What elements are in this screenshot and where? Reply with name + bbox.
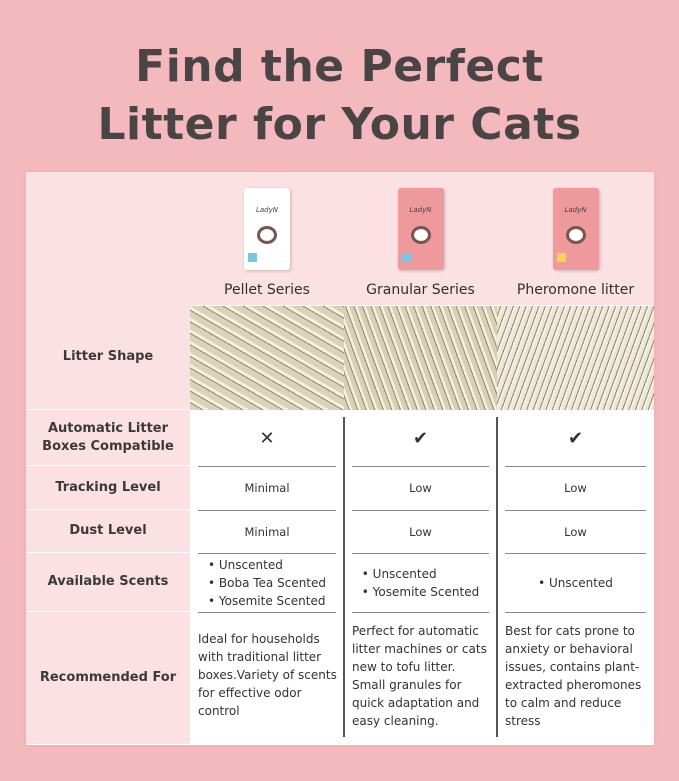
litter-shape-image (497, 306, 654, 410)
label-tag (556, 253, 566, 262)
cat-logo-icon (410, 226, 431, 244)
scents-list: UnscentedBoba Tea ScentedYosemite Scente… (190, 553, 344, 612)
label-tag (248, 253, 257, 262)
row-divider (505, 553, 646, 554)
checkmark-icon: ✔ (567, 427, 584, 449)
scent-item: Yosemite Scented (362, 583, 480, 601)
column-divider (343, 417, 345, 737)
row-label-recommended: Recommended For (26, 612, 190, 745)
row-label-shape: Litter Shape (26, 305, 190, 410)
row-divider (198, 553, 336, 554)
tracking-value: Low (564, 481, 587, 495)
tracking-value: Minimal (244, 481, 290, 495)
row-divider (198, 612, 336, 613)
dust-value: Low (564, 524, 587, 539)
cat-logo-icon (565, 226, 586, 244)
label-tag (401, 253, 411, 262)
product-package-image: LadyN (552, 188, 599, 270)
litter-shape-image (190, 306, 344, 410)
scents-list: UnscentedYosemite Scented (344, 553, 497, 612)
product-name: Granular Series (366, 282, 475, 298)
row-divider (352, 612, 489, 613)
label-column (26, 172, 190, 745)
scents-list: Unscented (497, 553, 654, 612)
product-package-image: LadyN (397, 188, 444, 270)
scent-item: Unscented (538, 574, 613, 592)
scent-item: Unscented (362, 565, 479, 583)
scent-item: Yosemite Scented (208, 592, 326, 610)
row-label-dust: Dust Level (26, 510, 190, 553)
cat-logo-icon (257, 226, 277, 244)
row-divider (352, 466, 489, 467)
recommended-text: Perfect for automatic litter machines or… (352, 624, 487, 728)
row-divider (352, 553, 489, 554)
row-label-scents: Available Scents (26, 553, 190, 612)
row-label-auto: Automatic Litter Boxes Compatible (26, 410, 190, 466)
row-divider (198, 466, 336, 467)
tracking-value: Low (409, 481, 432, 495)
product-column: LadyN Pheromone litter ✔ Low Low Unscent… (497, 172, 654, 745)
checkmark-icon: ✔ (412, 427, 429, 449)
cross-icon: ✕ (259, 427, 275, 449)
row-divider (198, 510, 336, 511)
scent-item: Boba Tea Scented (208, 574, 326, 592)
dust-value: Low (409, 524, 432, 539)
product-package-image: LadyN (244, 188, 290, 270)
product-column: LadyN Pellet Series ✕ Minimal Minimal Un… (190, 172, 344, 745)
dust-value: Minimal (244, 524, 290, 539)
row-divider (505, 510, 646, 511)
row-divider (352, 510, 489, 511)
product-name: Pheromone litter (516, 282, 635, 298)
page-title: Find the Perfect Litter for Your Cats (97, 41, 582, 150)
row-divider (505, 612, 646, 613)
comparison-table: Litter Shape Automatic Litter Boxes Comp… (26, 172, 654, 745)
column-divider (496, 417, 498, 737)
litter-shape-image (344, 306, 497, 410)
recommended-text: Best for cats prone to anxiety or behavi… (505, 624, 642, 728)
recommended-text: Ideal for households with traditional li… (198, 632, 337, 718)
scent-item: Unscented (208, 556, 326, 574)
product-name: Pellet Series (224, 282, 310, 298)
product-column: LadyN Granular Series ✔ Low Low Unscente… (344, 172, 497, 745)
row-label-tracking: Tracking Level (26, 466, 190, 510)
row-divider (505, 466, 646, 467)
